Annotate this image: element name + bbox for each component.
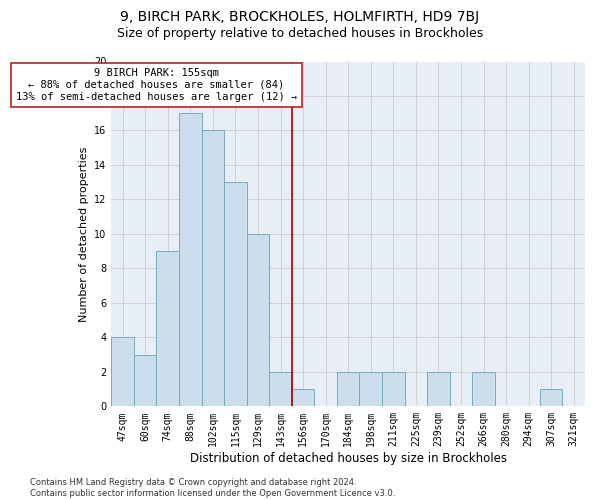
Bar [157,251,179,406]
Bar [382,372,404,406]
Text: Contains HM Land Registry data © Crown copyright and database right 2024.
Contai: Contains HM Land Registry data © Crown c… [30,478,395,498]
Bar [202,130,224,406]
Bar [337,372,359,406]
Y-axis label: Number of detached properties: Number of detached properties [79,146,89,322]
Text: 9 BIRCH PARK: 155sqm
← 88% of detached houses are smaller (84)
13% of semi-detac: 9 BIRCH PARK: 155sqm ← 88% of detached h… [16,68,297,102]
Bar [359,372,382,406]
X-axis label: Distribution of detached houses by size in Brockholes: Distribution of detached houses by size … [190,452,506,465]
Text: Size of property relative to detached houses in Brockholes: Size of property relative to detached ho… [117,28,483,40]
Bar [134,354,157,406]
Bar [269,372,292,406]
Text: 9, BIRCH PARK, BROCKHOLES, HOLMFIRTH, HD9 7BJ: 9, BIRCH PARK, BROCKHOLES, HOLMFIRTH, HD… [121,10,479,24]
Bar [224,182,247,406]
Bar [472,372,495,406]
Bar [540,389,562,406]
Bar [247,234,269,406]
Bar [112,338,134,406]
Bar [179,113,202,406]
Bar [292,389,314,406]
Bar [427,372,449,406]
